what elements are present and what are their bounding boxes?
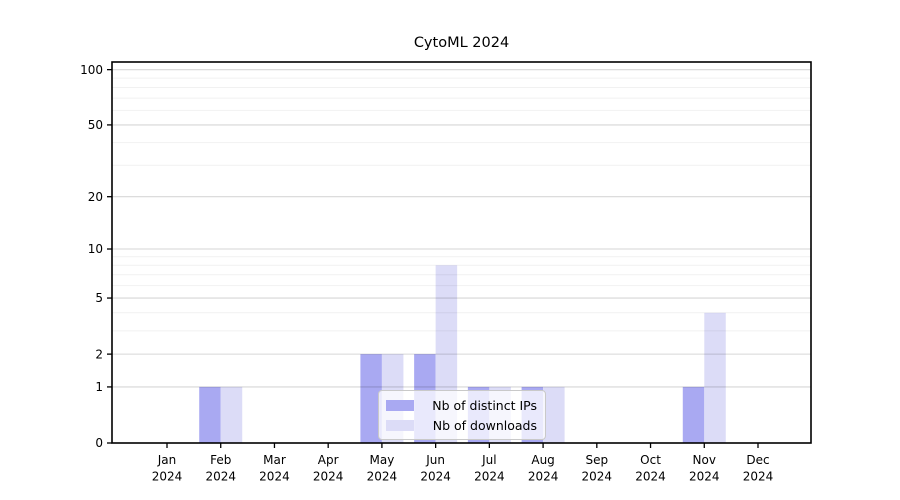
y-tick-label-5: 5 [95, 291, 103, 305]
y-tick-label-2: 2 [95, 347, 103, 361]
y-tick-label-10: 10 [88, 242, 103, 256]
y-tick-label-0: 0 [95, 436, 103, 450]
x-tick-label-jan: Jan 2024 [152, 453, 183, 484]
plot-border [111, 61, 812, 444]
x-tick-label-jun: Jun 2024 [420, 453, 451, 484]
legend: Nb of distinct IPs Nb of downloads [378, 390, 546, 440]
x-tick-label-oct: Oct 2024 [635, 453, 666, 484]
y-tick-label-100: 100 [80, 63, 103, 77]
legend-label-downloads: Nb of downloads [432, 417, 537, 433]
bar-downloads-nov [704, 312, 726, 443]
legend-swatch-downloads [386, 419, 414, 431]
chart-title: CytoML 2024 [413, 35, 510, 51]
bar-distinct-ips-feb [199, 386, 221, 443]
legend-label-distinct-ips: Nb of distinct IPs [432, 397, 537, 413]
x-tick-label-apr: Apr 2024 [313, 453, 344, 484]
x-tick-label-feb: Feb 2024 [205, 453, 236, 484]
bar-downloads-feb [220, 386, 243, 443]
x-tick-label-sep: Sep 2024 [582, 453, 613, 484]
legend-item-distinct-ips: Nb of distinct IPs [386, 397, 537, 413]
x-tick-label-nov: Nov 2024 [689, 453, 720, 484]
x-tick-label-mar: Mar 2024 [259, 453, 290, 484]
bar-distinct-ips-may [360, 354, 382, 443]
y-tick-label-1: 1 [95, 380, 103, 394]
x-tick-label-may: May 2024 [367, 453, 398, 484]
x-tick-label-jul: Jul 2024 [474, 453, 505, 484]
x-tick-label-dec: Dec 2024 [743, 453, 774, 484]
legend-item-downloads: Nb of downloads [386, 417, 537, 433]
bar-distinct-ips-nov [682, 386, 705, 443]
legend-swatch-distinct-ips [386, 399, 414, 411]
bar-downloads-aug [543, 386, 565, 443]
y-tick-label-20: 20 [88, 190, 103, 204]
x-tick-label-aug: Aug 2024 [528, 453, 559, 484]
y-tick-label-50: 50 [88, 118, 103, 132]
